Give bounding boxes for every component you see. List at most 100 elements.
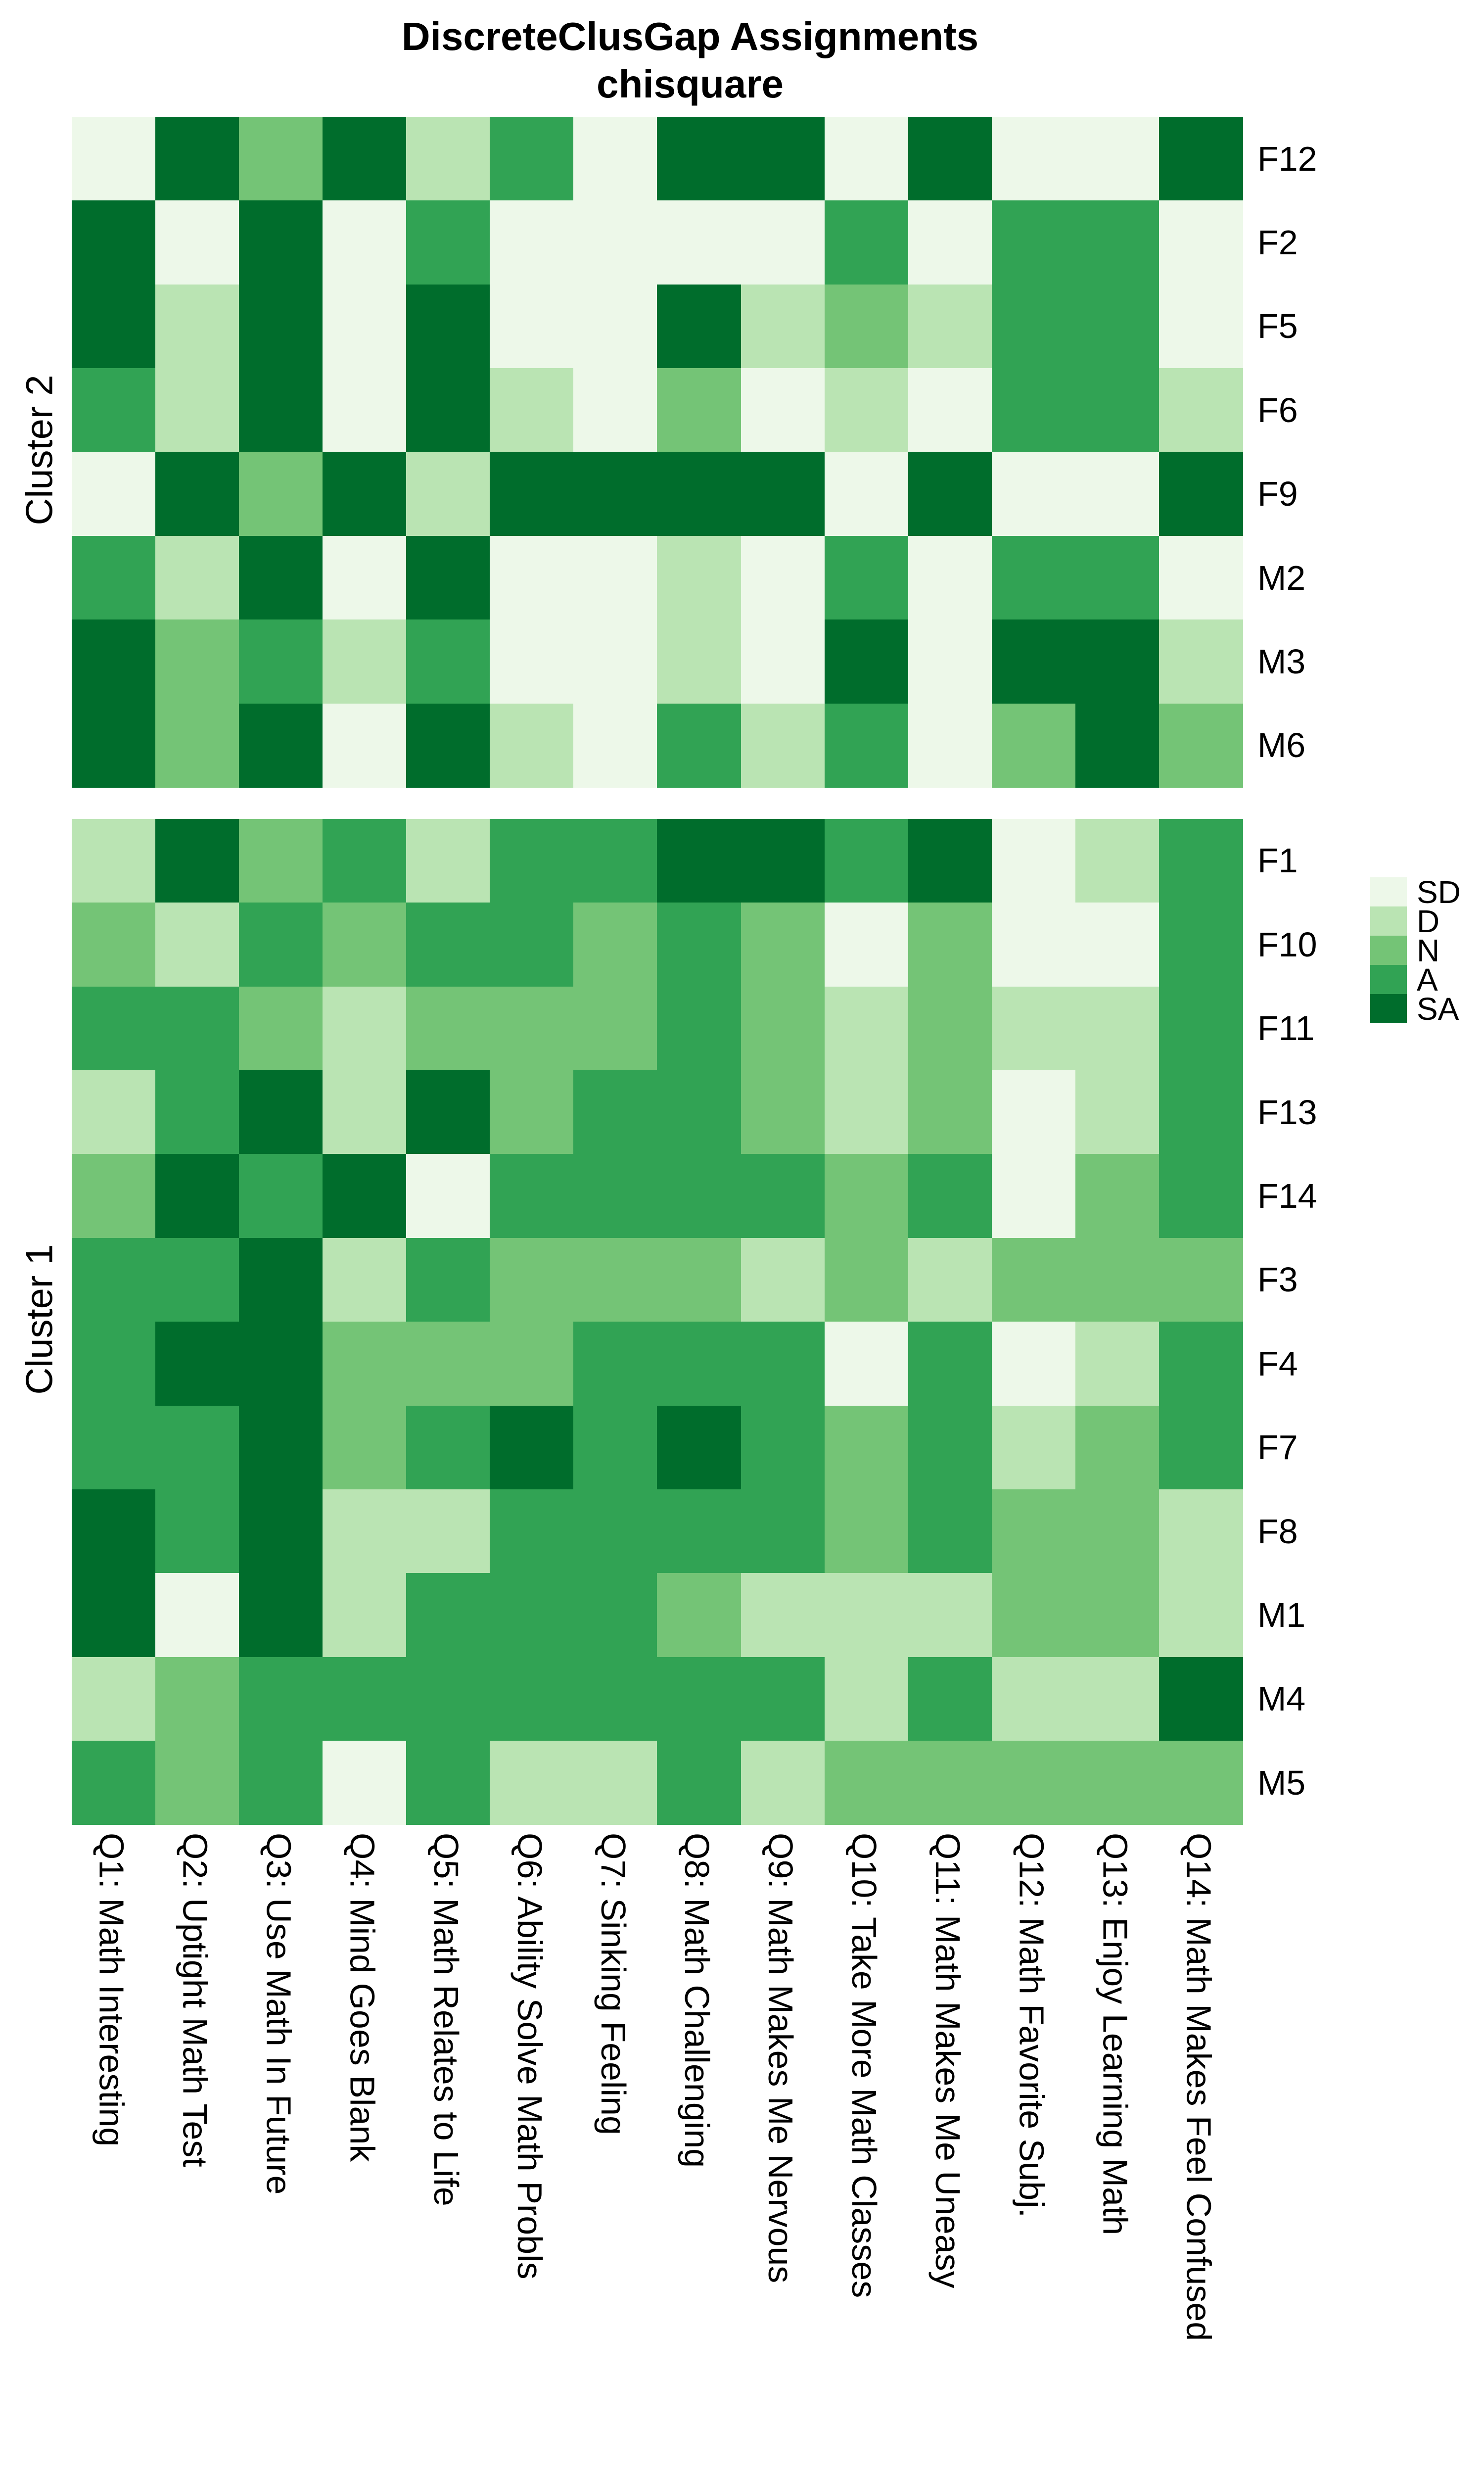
heatmap-cell xyxy=(1075,903,1159,987)
legend-swatch xyxy=(1370,965,1407,994)
heatmap-cell xyxy=(1159,818,1243,903)
heatmap-cell xyxy=(573,703,658,788)
heatmap-cell xyxy=(323,284,407,369)
heatmap-cell xyxy=(323,703,407,788)
heatmap-cell xyxy=(1075,1657,1159,1741)
heatmap-cell xyxy=(991,1741,1076,1825)
heatmap-cell xyxy=(741,818,825,903)
heatmap-cell xyxy=(824,903,909,987)
heatmap-cell xyxy=(824,1405,909,1490)
heatmap-cell xyxy=(824,200,909,285)
row-label: M6 xyxy=(1257,726,1306,765)
heatmap-cell xyxy=(490,1154,574,1238)
heatmap-cell xyxy=(406,536,491,620)
heatmap-cell xyxy=(323,1070,407,1155)
heatmap-cell xyxy=(1075,536,1159,620)
heatmap-cell xyxy=(991,1237,1076,1322)
heatmap-cell xyxy=(72,1405,156,1490)
heatmap-cell xyxy=(657,1237,742,1322)
heatmap-cell xyxy=(991,200,1076,285)
heatmap-cell xyxy=(573,1741,658,1825)
legend-label: N xyxy=(1417,932,1440,968)
heatmap-cell xyxy=(991,284,1076,369)
heatmap-cell xyxy=(741,1489,825,1574)
heatmap-cell xyxy=(1159,1070,1243,1155)
heatmap-cell xyxy=(490,619,574,704)
legend-swatch xyxy=(1370,994,1407,1023)
legend-swatch xyxy=(1370,936,1407,965)
column-label: Q3: Use Math In Future xyxy=(259,1832,298,2195)
heatmap-cell xyxy=(1075,1237,1159,1322)
heatmap-cell xyxy=(908,1154,992,1238)
heatmap-cell xyxy=(239,903,323,987)
row-label: F10 xyxy=(1257,925,1317,964)
heatmap-cell xyxy=(1075,1070,1159,1155)
heatmap-cell xyxy=(323,1154,407,1238)
heatmap-cell xyxy=(1159,903,1243,987)
heatmap-cell xyxy=(908,284,992,369)
row-label: F11 xyxy=(1257,1009,1315,1048)
heatmap-cell xyxy=(1159,703,1243,788)
row-label: F4 xyxy=(1257,1344,1298,1383)
heatmap-cell xyxy=(490,986,574,1071)
heatmap-cell xyxy=(155,1070,239,1155)
heatmap-cell xyxy=(908,1489,992,1574)
heatmap-cell xyxy=(657,986,742,1071)
heatmap-cell xyxy=(239,818,323,903)
heatmap-cell xyxy=(824,536,909,620)
heatmap-cell xyxy=(72,117,156,201)
heatmap-cell xyxy=(741,117,825,201)
heatmap-cell xyxy=(406,903,491,987)
heatmap-cell xyxy=(657,1657,742,1741)
heatmap-cell xyxy=(991,452,1076,536)
heatmap-cell xyxy=(1159,986,1243,1071)
heatmap-cell xyxy=(741,1657,825,1741)
row-label: F3 xyxy=(1257,1260,1298,1299)
heatmap-cell xyxy=(1159,1741,1243,1825)
heatmap-cell xyxy=(991,619,1076,704)
heatmap-cell xyxy=(741,986,825,1071)
heatmap-cell xyxy=(490,200,574,285)
column-label: Q6: Ability Solve Math Probls xyxy=(510,1832,549,2280)
heatmap-cell xyxy=(155,703,239,788)
heatmap-cell xyxy=(1159,284,1243,369)
column-label: Q9: Math Makes Me Nervous xyxy=(761,1832,800,2283)
column-label: Q1: Math Interesting xyxy=(92,1832,131,2146)
heatmap-cell xyxy=(824,1741,909,1825)
heatmap-cell xyxy=(824,1322,909,1406)
heatmap-cell xyxy=(908,703,992,788)
heatmap-cell xyxy=(406,1657,491,1741)
heatmap-cell xyxy=(1159,200,1243,285)
row-label: M3 xyxy=(1257,642,1306,681)
chart-title: DiscreteClusGap Assignments xyxy=(401,14,979,58)
heatmap-cell xyxy=(1159,1237,1243,1322)
heatmap-cell xyxy=(741,1237,825,1322)
heatmap-cell xyxy=(657,1405,742,1490)
heatmap-cell xyxy=(1159,1573,1243,1658)
heatmap-cell xyxy=(573,284,658,369)
heatmap-cell xyxy=(490,117,574,201)
heatmap-cell xyxy=(239,368,323,453)
column-label: Q7: Sinking Feeling xyxy=(594,1832,633,2135)
heatmap-cell xyxy=(573,1070,658,1155)
heatmap-cell xyxy=(239,703,323,788)
heatmap-cell xyxy=(72,1657,156,1741)
heatmap-cell xyxy=(72,1322,156,1406)
heatmap-cell xyxy=(657,200,742,285)
heatmap-cell xyxy=(323,1405,407,1490)
heatmap-cell xyxy=(824,452,909,536)
heatmap-cell xyxy=(1159,452,1243,536)
heatmap-cell xyxy=(824,703,909,788)
heatmap-cell xyxy=(239,1154,323,1238)
heatmap-cell xyxy=(991,117,1076,201)
heatmap-cell xyxy=(657,903,742,987)
heatmap-cell xyxy=(239,1070,323,1155)
column-label: Q12: Math Favorite Subj. xyxy=(1012,1832,1051,2218)
heatmap-cell xyxy=(406,284,491,369)
heatmap-cell xyxy=(573,1657,658,1741)
legend-swatch xyxy=(1370,906,1407,936)
heatmap-cell xyxy=(490,703,574,788)
heatmap-cell xyxy=(908,1070,992,1155)
row-label: F14 xyxy=(1257,1177,1317,1216)
